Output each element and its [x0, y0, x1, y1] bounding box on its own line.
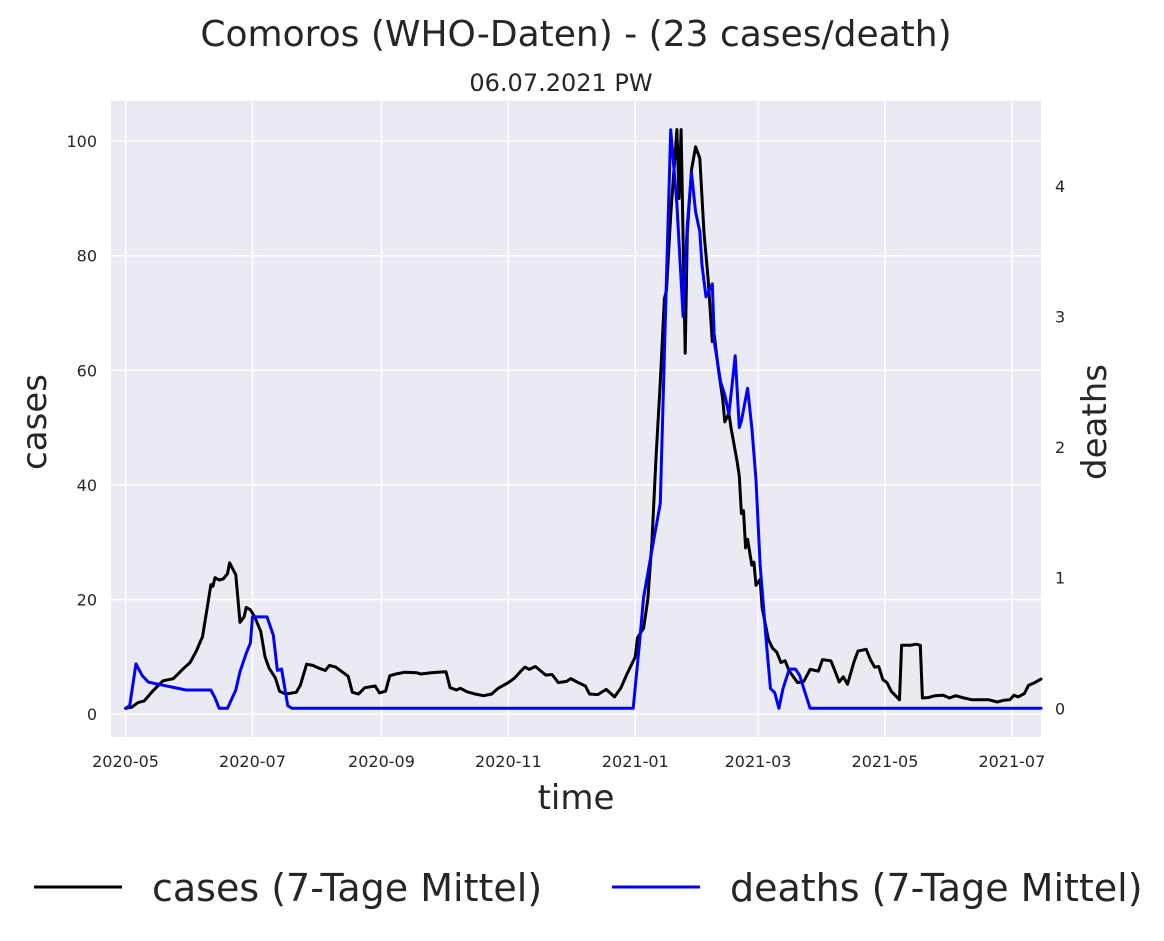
grid-layer	[111, 101, 1041, 737]
y2-tick-label-3: 3	[1055, 307, 1065, 326]
y-tick-label-3: 60	[77, 361, 97, 380]
series-layer	[124, 128, 1043, 710]
legend: cases (7-Tage Mittel) deaths (7-Tage Mit…	[34, 866, 1143, 910]
x-tick-label-4: 2021-01	[602, 752, 669, 771]
y-tick-label-4: 80	[77, 247, 97, 266]
series-line-cases	[124, 128, 1043, 710]
y-tick-label-2: 40	[77, 476, 97, 495]
y-tick-label-5: 100	[66, 132, 97, 151]
x-axis-label: time	[538, 778, 615, 818]
y-tick-label-0: 0	[87, 705, 97, 724]
x-tick-label-3: 2020-11	[475, 752, 542, 771]
x-tick-label-1: 2020-07	[219, 752, 286, 771]
y2-tick-label-1: 1	[1055, 569, 1065, 588]
y2-tick-label-0: 0	[1055, 699, 1065, 718]
y2-tick-label-4: 4	[1055, 177, 1065, 196]
legend-label-deaths: deaths (7-Tage Mittel)	[730, 866, 1143, 910]
y2-axis-label: deaths	[1075, 364, 1115, 480]
plot-area	[111, 101, 1041, 737]
y2-tick-label-2: 2	[1055, 438, 1065, 457]
chart-subtitle: 06.07.2021 PW	[469, 69, 652, 97]
y-axis-label: cases	[15, 374, 55, 470]
x-tick-label-7: 2021-07	[978, 752, 1045, 771]
x-tick-label-6: 2021-05	[852, 752, 919, 771]
chart-title: Comoros (WHO-Daten) - (23 cases/death)	[200, 14, 951, 55]
series-line-deaths	[124, 128, 1043, 710]
legend-label-cases: cases (7-Tage Mittel)	[152, 866, 542, 910]
x-tick-label-0: 2020-05	[92, 752, 159, 771]
ticks-layer: 2020-05 2020-07 2020-09 2020-11 2021-01 2021-…	[66, 132, 1065, 771]
y-tick-label-1: 20	[77, 590, 97, 609]
x-tick-label-5: 2021-03	[725, 752, 792, 771]
x-tick-label-2: 2020-09	[348, 752, 415, 771]
